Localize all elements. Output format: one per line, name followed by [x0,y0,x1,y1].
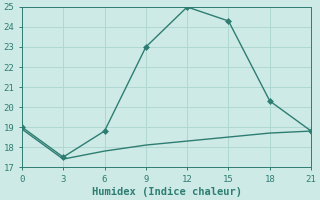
X-axis label: Humidex (Indice chaleur): Humidex (Indice chaleur) [92,186,242,197]
